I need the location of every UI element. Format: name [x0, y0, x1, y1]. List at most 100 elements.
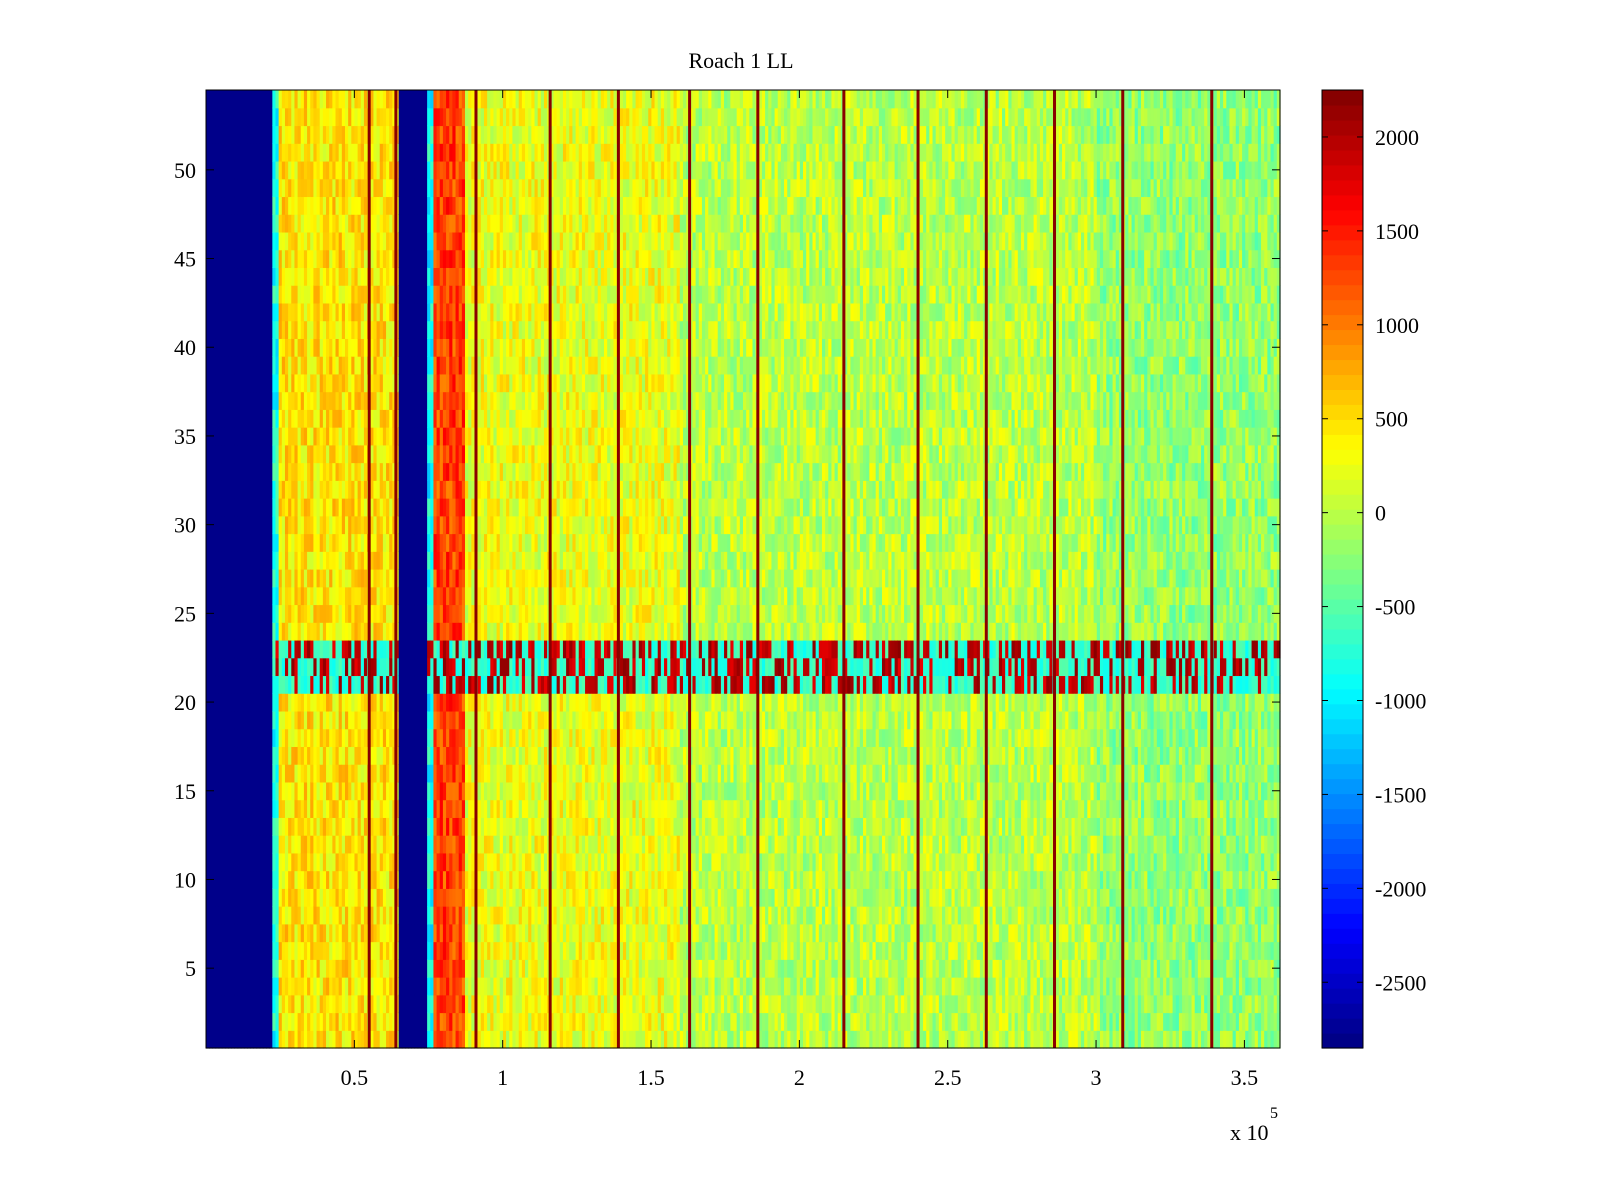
heatmap-cell: [300, 639, 305, 659]
heatmap-cell: [300, 657, 305, 677]
heatmap-cell: [206, 391, 210, 410]
heatmap-cell: [272, 480, 277, 499]
heatmap-cell: [275, 1030, 280, 1049]
heatmap-cell: [338, 781, 343, 801]
heatmap-cell: [278, 373, 283, 393]
heatmap-cell: [297, 373, 302, 393]
heatmap-cell: [278, 781, 283, 801]
heatmap-cell: [341, 444, 346, 464]
heatmap-cell: [259, 143, 264, 162]
heatmap-cell: [209, 657, 213, 677]
heatmap-cell: [300, 622, 305, 641]
heatmap-cell: [303, 391, 308, 410]
heatmap-cell: [310, 675, 314, 694]
heatmap-cell: [212, 977, 217, 996]
heatmap-cell: [240, 657, 245, 677]
heatmap-cell: [338, 267, 343, 286]
heatmap-cell: [272, 90, 277, 109]
heatmap-cell: [212, 444, 217, 464]
heatmap-cell: [335, 267, 340, 286]
heatmap-cell: [266, 533, 270, 552]
heatmap-cell: [259, 356, 264, 375]
heatmap-cell: [341, 90, 346, 109]
heatmap-cell: [326, 551, 330, 570]
heatmap-cell: [332, 427, 337, 446]
heatmap-cell: [300, 107, 305, 127]
heatmap-cell: [284, 906, 289, 925]
heatmap-cell: [291, 781, 296, 801]
heatmap-cell: [212, 710, 217, 730]
heatmap-cell: [322, 994, 327, 1014]
heatmap-cell: [256, 320, 261, 339]
heatmap-cell: [294, 569, 299, 588]
heatmap-cell: [341, 994, 346, 1014]
heatmap-cell: [300, 338, 305, 357]
heatmap-cell: [332, 693, 337, 712]
heatmap-cell: [218, 373, 223, 393]
heatmap-cell: [310, 515, 314, 535]
heatmap-cell: [319, 178, 324, 198]
heatmap-cell: [329, 338, 333, 357]
heatmap-cell: [218, 693, 223, 712]
heatmap-cell: [206, 480, 210, 499]
heatmap-cell: [307, 799, 311, 818]
heatmap-cell: [284, 604, 289, 623]
heatmap-cell: [243, 338, 248, 357]
heatmap-cell: [291, 267, 296, 286]
heatmap-cell: [262, 214, 267, 233]
heatmap-cell: [335, 196, 340, 215]
heatmap-cell: [344, 923, 349, 943]
heatmap-cell: [269, 852, 273, 872]
heatmap-cell: [294, 657, 299, 677]
heatmap-cell: [326, 356, 330, 375]
heatmap-cell: [307, 338, 311, 357]
heatmap-cell: [281, 994, 286, 1014]
heatmap-cell: [294, 515, 299, 535]
heatmap-cell: [269, 533, 273, 552]
heatmap-cell: [259, 427, 264, 446]
heatmap-cell: [266, 906, 270, 925]
heatmap-cell: [288, 959, 292, 978]
heatmap-cell: [237, 196, 242, 215]
heatmap-cell: [300, 178, 305, 198]
heatmap-cell: [297, 249, 302, 269]
heatmap-cell: [344, 533, 349, 552]
heatmap-cell: [303, 160, 308, 180]
heatmap-cell: [234, 870, 239, 889]
heatmap-cell: [250, 906, 254, 925]
heatmap-cell: [310, 959, 314, 978]
heatmap-cell: [266, 302, 270, 322]
heatmap-cell: [259, 498, 264, 517]
heatmap-cell: [209, 498, 213, 517]
heatmap-cell: [215, 498, 220, 517]
heatmap-cell: [259, 941, 264, 960]
heatmap-cell: [266, 835, 270, 854]
heatmap-cell: [237, 1030, 242, 1049]
heatmap-cell: [322, 302, 327, 322]
heatmap-cell: [300, 764, 305, 783]
heatmap-cell: [228, 178, 232, 198]
heatmap-cell: [288, 196, 292, 215]
heatmap-cell: [281, 231, 286, 251]
heatmap-cell: [262, 604, 267, 623]
heatmap-cell: [281, 444, 286, 464]
heatmap-cell: [322, 604, 327, 623]
heatmap-cell: [288, 569, 292, 588]
heatmap-cell: [228, 852, 232, 872]
heatmap-cell: [344, 817, 349, 836]
heatmap-cell: [221, 959, 226, 978]
heatmap-cell: [247, 1012, 251, 1031]
heatmap-cell: [319, 391, 324, 410]
heatmap-cell: [341, 852, 346, 872]
heatmap-cell: [281, 799, 286, 818]
heatmap-cell: [316, 941, 321, 960]
heatmap-cell: [253, 214, 258, 233]
heatmap-cell: [338, 888, 343, 907]
heatmap-cell: [284, 764, 289, 783]
heatmap-cell: [212, 373, 217, 393]
heatmap-cell: [278, 764, 283, 783]
heatmap-cell: [297, 302, 302, 322]
heatmap-cell: [212, 835, 217, 854]
heatmap-cell: [332, 320, 337, 339]
heatmap-cell: [307, 906, 311, 925]
